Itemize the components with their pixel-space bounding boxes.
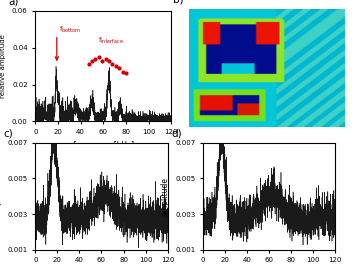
Y-axis label: amplitude: amplitude (161, 177, 169, 216)
Text: a): a) (8, 0, 18, 6)
X-axis label: frequency [kHz]: frequency [kHz] (73, 141, 134, 150)
Text: c): c) (4, 128, 13, 138)
Text: b): b) (173, 0, 184, 4)
Y-axis label: amplitude: amplitude (0, 177, 2, 216)
Text: d): d) (171, 128, 182, 138)
Text: f$_{\mathsf{interface}}$: f$_{\mathsf{interface}}$ (97, 36, 124, 46)
Y-axis label: relative amplitude: relative amplitude (0, 34, 6, 98)
Text: f$_{\mathsf{bottom}}$: f$_{\mathsf{bottom}}$ (59, 25, 81, 35)
